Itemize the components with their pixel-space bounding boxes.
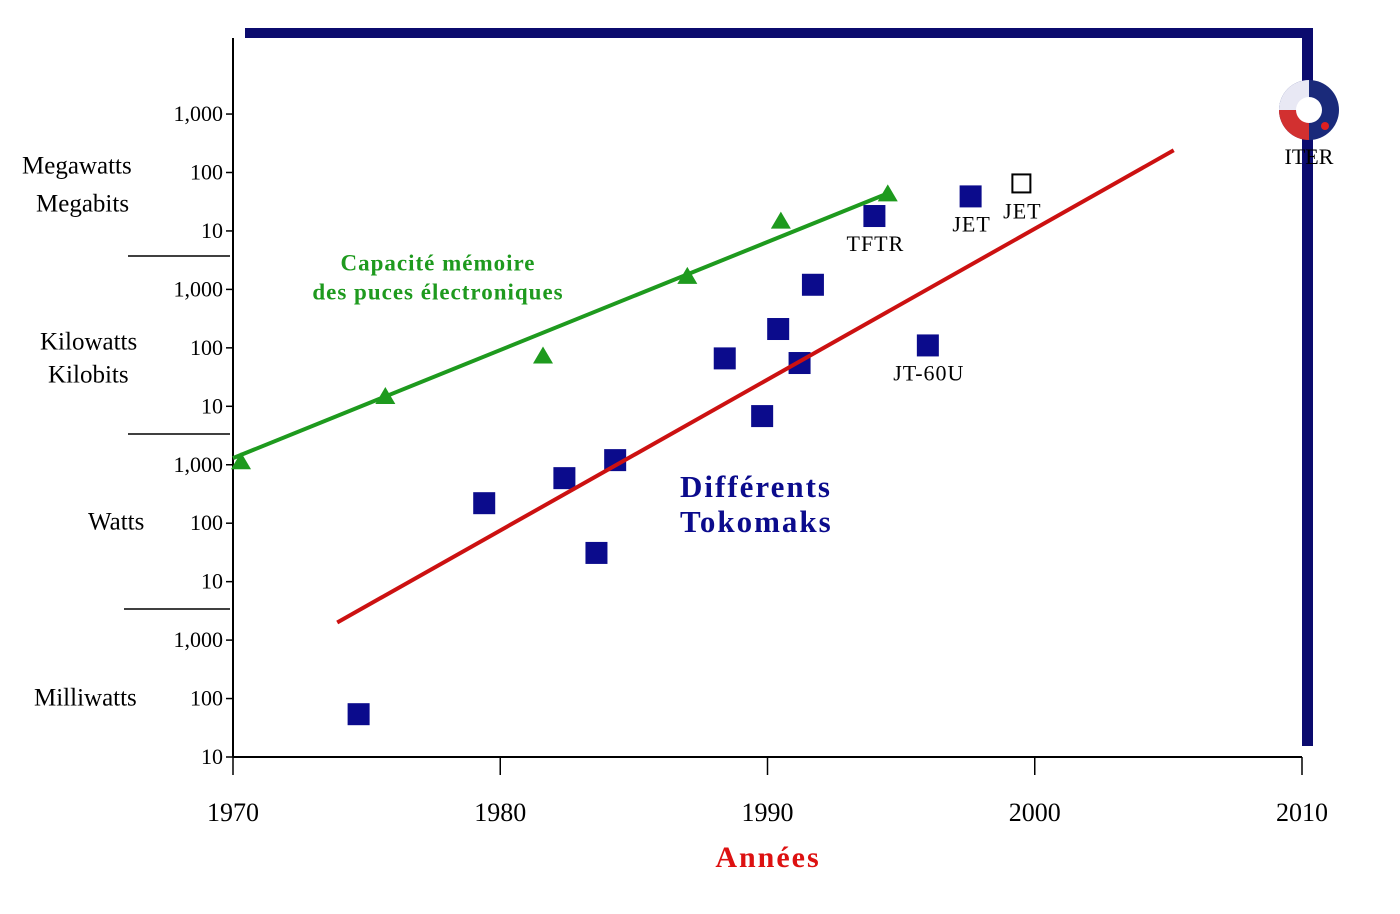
y-tick-label: 10: [201, 393, 223, 418]
unit-label: Milliwatts: [34, 685, 137, 712]
unit-label: Watts: [88, 509, 144, 536]
point-label: JET: [952, 211, 990, 236]
unit-label: Megabits: [36, 191, 129, 218]
trend-line: [232, 191, 889, 460]
frame-right: [1302, 28, 1313, 746]
point-label: JET: [1003, 198, 1041, 223]
frame-top: [245, 28, 1312, 38]
square-point: [347, 703, 370, 726]
y-tick-label: 100: [190, 335, 223, 360]
series-label: des puces électroniques: [312, 279, 563, 304]
x-axis-label: Années: [715, 841, 820, 874]
square-point: [585, 541, 608, 564]
square-point: [751, 405, 774, 428]
y-tick-label: 100: [190, 510, 223, 535]
x-tick-label: 2010: [1276, 798, 1328, 827]
square-point: [916, 334, 939, 357]
point-label: TFTR: [847, 231, 905, 256]
square-point: [801, 273, 824, 296]
square-point: [713, 347, 736, 370]
square-point: [473, 492, 496, 515]
iter-logo: [1279, 80, 1339, 140]
square-point: [959, 185, 982, 208]
series-label: Capacité mémoire: [340, 250, 535, 275]
y-tick-label: 1,000: [174, 276, 224, 301]
y-tick-label: 10: [201, 218, 223, 243]
x-tick-label: 1990: [742, 798, 794, 827]
trend-line: [336, 148, 1175, 625]
triangle-point: [231, 452, 252, 470]
y-tick-label: 1,000: [174, 452, 224, 477]
triangle-point: [533, 346, 554, 364]
y-tick-label: 1,000: [174, 101, 224, 126]
x-tick-label: 2000: [1009, 798, 1061, 827]
y-tick-label: 100: [190, 686, 223, 711]
x-tick-label: 1980: [474, 798, 526, 827]
square-point: [767, 318, 790, 341]
square-point: [604, 449, 627, 472]
iter-label: ITER: [1285, 144, 1334, 169]
y-tick-label: 100: [190, 160, 223, 185]
y-tick-label: 10: [201, 569, 223, 594]
open-square-point: [1011, 173, 1032, 194]
y-tick-label: 1,000: [174, 627, 224, 652]
x-tick-label: 1970: [207, 798, 259, 827]
point-label: JT-60U: [893, 360, 964, 385]
unit-label: Megawatts: [22, 153, 132, 180]
square-point: [863, 205, 886, 228]
unit-label: Kilowatts: [40, 329, 137, 356]
series-label: Différents: [680, 469, 832, 504]
triangle-point: [770, 211, 791, 229]
unit-label: Kilobits: [48, 362, 129, 389]
triangle-point: [877, 184, 898, 202]
y-tick-label: 10: [201, 744, 223, 769]
series-label: Tokomaks: [680, 504, 833, 539]
square-point: [553, 467, 576, 490]
